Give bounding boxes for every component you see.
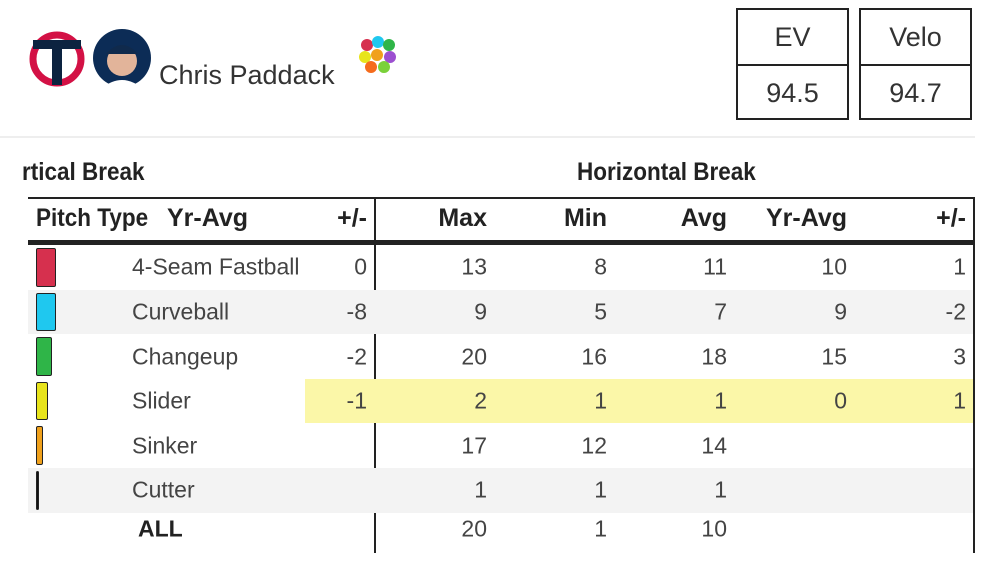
pitch-color <box>36 426 43 465</box>
pitch-color <box>36 381 48 421</box>
cell-value: 9 <box>834 298 847 325</box>
pitch-name: Curveball <box>132 298 230 325</box>
cell-value: 14 <box>701 432 727 459</box>
stat-box: EV 94.5 <box>736 8 849 120</box>
cell-value: 1 <box>953 387 966 414</box>
table-border <box>28 197 975 199</box>
cell-value: 1 <box>714 387 727 414</box>
cell-value: 1 <box>594 387 607 414</box>
total-value: 20 <box>461 515 487 542</box>
divider <box>0 136 975 138</box>
total-label: ALL <box>138 515 183 542</box>
team-logo <box>29 31 85 87</box>
column-header: +/- <box>337 204 367 232</box>
player-name: Chris Paddack <box>159 60 335 90</box>
cell-value: 20 <box>461 343 487 369</box>
cell-value: 11 <box>703 253 727 280</box>
row-shade <box>28 468 973 513</box>
cell-value: -1 <box>346 387 367 414</box>
pitch-name: Changeup <box>132 343 239 369</box>
total-value: 10 <box>701 515 727 542</box>
cell-value: 0 <box>354 253 367 280</box>
row-highlight <box>305 378 973 424</box>
cell-value: 15 <box>821 343 847 369</box>
stat-value: 94.5 <box>766 77 819 108</box>
pitch-name: Cutter <box>132 476 195 503</box>
pitch-color <box>36 471 39 510</box>
cell-value: 8 <box>594 253 607 280</box>
cell-value: 1 <box>953 253 966 280</box>
pitch-header: Pitch Type <box>36 204 149 232</box>
cell-value: 10 <box>821 253 847 280</box>
cell-value: 13 <box>461 253 487 280</box>
player-avatar <box>93 29 151 88</box>
column-header: Yr-Avg <box>765 204 847 232</box>
cell-value: 9 <box>474 298 487 325</box>
column-header: Yr-Avg <box>166 204 248 232</box>
cell-value: -2 <box>945 298 966 325</box>
stat-label: Velo <box>861 10 970 66</box>
cell-value: 12 <box>581 432 607 459</box>
column-header: +/- <box>936 204 966 232</box>
group-header: rtical Break <box>22 158 145 186</box>
pitch-name: Slider <box>132 387 191 414</box>
cell-value: 1 <box>474 476 487 503</box>
cell-value: 18 <box>701 343 727 369</box>
stat-value: 94.7 <box>889 77 942 108</box>
pitch-color <box>36 248 56 287</box>
cell-value: 3 <box>953 343 966 369</box>
header-rule <box>28 240 975 245</box>
group-header: Horizontal Break <box>577 158 756 186</box>
stat-box: Velo 94.7 <box>859 8 972 120</box>
cell-value: 5 <box>594 298 607 325</box>
cell-value: -2 <box>346 343 367 369</box>
table-border <box>973 197 975 553</box>
stat-label: EV <box>738 10 847 66</box>
cell-value: -8 <box>346 298 367 325</box>
pitch-name: 4-Seam Fastball <box>132 253 300 280</box>
total-value: 1 <box>594 515 607 542</box>
cell-value: 1 <box>714 476 727 503</box>
pitch-color <box>36 337 52 376</box>
row-shade <box>28 289 973 335</box>
pitch-color <box>36 292 56 332</box>
pitch-name: Sinker <box>132 432 198 459</box>
cell-value: 1 <box>594 476 607 503</box>
column-divider <box>374 197 376 553</box>
column-header: Max <box>438 204 487 232</box>
cell-value: 0 <box>834 387 847 414</box>
cell-value: 17 <box>461 432 487 459</box>
column-header: Avg <box>680 204 727 232</box>
cell-value: 2 <box>474 387 487 414</box>
column-header: Min <box>563 204 607 232</box>
cell-value: 16 <box>581 343 607 369</box>
cell-value: 7 <box>714 298 727 325</box>
pitch-icon <box>359 36 396 73</box>
